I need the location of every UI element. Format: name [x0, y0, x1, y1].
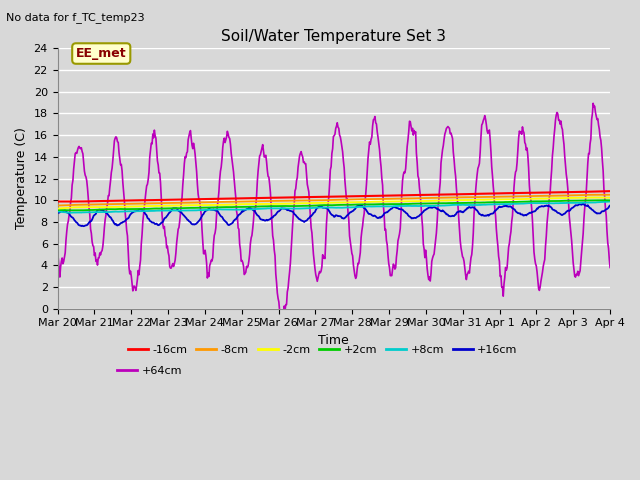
- +2cm: [606, 197, 614, 203]
- +64cm: [177, 210, 184, 216]
- +8cm: [207, 207, 214, 213]
- -16cm: [59, 199, 67, 204]
- -2cm: [177, 203, 184, 208]
- +64cm: [589, 100, 597, 106]
- +16cm: [80, 223, 88, 229]
- +8cm: [63, 210, 71, 216]
- Line: +64cm: +64cm: [58, 103, 610, 315]
- Line: -2cm: -2cm: [58, 197, 610, 209]
- +16cm: [54, 210, 61, 216]
- -16cm: [418, 192, 426, 198]
- -16cm: [177, 197, 185, 203]
- -2cm: [417, 198, 425, 204]
- -16cm: [606, 188, 614, 194]
- -8cm: [401, 196, 409, 202]
- -2cm: [206, 202, 214, 208]
- +2cm: [77, 207, 84, 213]
- +2cm: [402, 201, 410, 207]
- +16cm: [606, 203, 614, 208]
- Text: EE_met: EE_met: [76, 47, 127, 60]
- X-axis label: Time: Time: [319, 334, 349, 347]
- +2cm: [600, 197, 608, 203]
- +64cm: [402, 166, 410, 171]
- +16cm: [418, 211, 426, 216]
- -16cm: [207, 196, 214, 202]
- +2cm: [63, 207, 71, 213]
- -16cm: [122, 198, 129, 204]
- +16cm: [177, 210, 185, 216]
- -8cm: [417, 195, 425, 201]
- +2cm: [207, 204, 214, 210]
- Line: +8cm: +8cm: [58, 202, 610, 213]
- +2cm: [177, 205, 185, 211]
- +8cm: [418, 203, 426, 209]
- -8cm: [63, 202, 71, 208]
- Line: -8cm: -8cm: [58, 195, 610, 205]
- +8cm: [606, 199, 614, 204]
- +8cm: [402, 203, 410, 209]
- +16cm: [122, 218, 129, 224]
- +8cm: [67, 210, 74, 216]
- +64cm: [278, 312, 286, 318]
- -8cm: [606, 192, 614, 198]
- +16cm: [579, 201, 587, 207]
- Line: -16cm: -16cm: [58, 191, 610, 202]
- -2cm: [590, 194, 598, 200]
- -2cm: [54, 206, 61, 212]
- +64cm: [120, 198, 128, 204]
- -16cm: [402, 192, 410, 198]
- -2cm: [606, 195, 614, 201]
- +2cm: [54, 207, 61, 213]
- +8cm: [177, 208, 185, 214]
- +64cm: [606, 264, 614, 270]
- +64cm: [63, 221, 71, 227]
- +16cm: [63, 210, 71, 216]
- Y-axis label: Temperature (C): Temperature (C): [15, 128, 28, 229]
- +64cm: [54, 251, 61, 257]
- +8cm: [122, 208, 129, 214]
- -8cm: [177, 200, 184, 206]
- -2cm: [63, 205, 71, 211]
- +16cm: [207, 207, 214, 213]
- +64cm: [418, 215, 426, 220]
- -8cm: [120, 201, 128, 207]
- Title: Soil/Water Temperature Set 3: Soil/Water Temperature Set 3: [221, 29, 446, 44]
- -8cm: [206, 199, 214, 205]
- +2cm: [418, 201, 426, 206]
- +16cm: [402, 210, 410, 216]
- -16cm: [65, 199, 72, 204]
- -8cm: [599, 192, 607, 198]
- -8cm: [54, 203, 61, 208]
- Line: +2cm: +2cm: [58, 200, 610, 210]
- Legend: +64cm: +64cm: [113, 361, 187, 380]
- -16cm: [54, 199, 61, 204]
- -2cm: [401, 199, 409, 204]
- +64cm: [206, 263, 214, 268]
- -2cm: [120, 204, 128, 210]
- Line: +16cm: +16cm: [58, 204, 610, 226]
- +8cm: [54, 208, 61, 214]
- +2cm: [122, 206, 129, 212]
- Text: No data for f_TC_temp23: No data for f_TC_temp23: [6, 12, 145, 23]
